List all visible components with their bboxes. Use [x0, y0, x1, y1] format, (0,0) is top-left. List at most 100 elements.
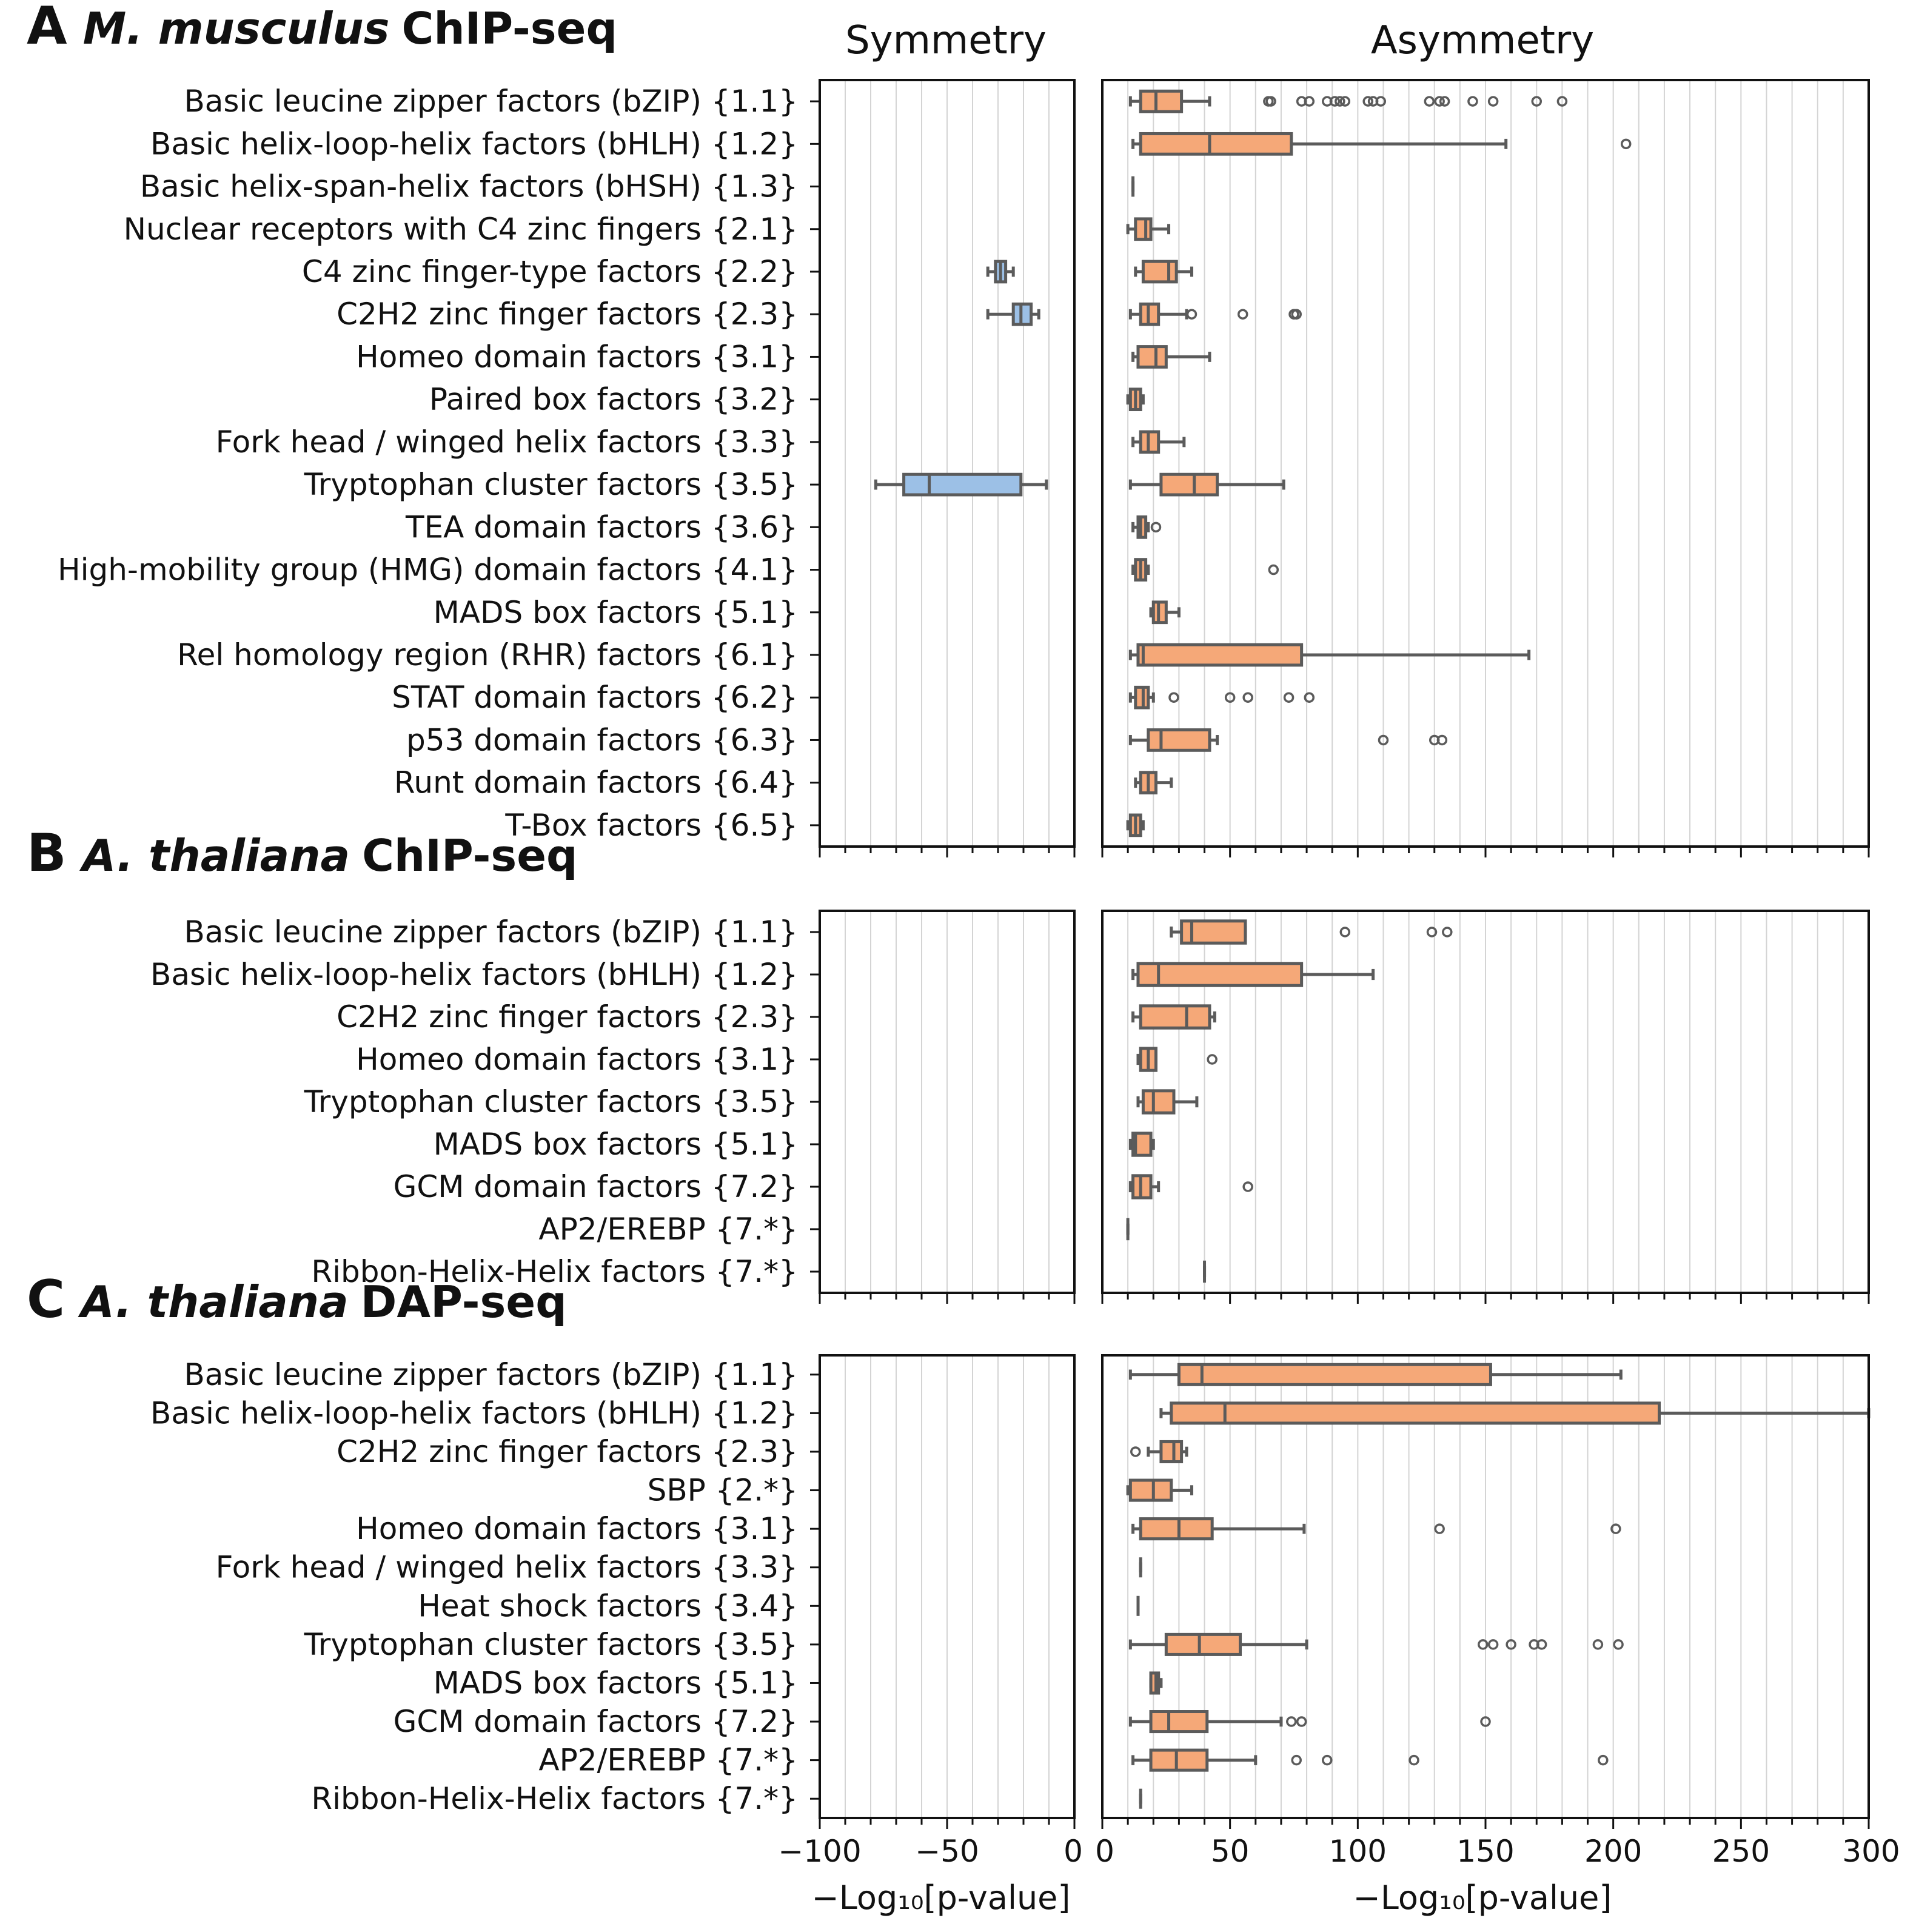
panel-c-asym-outlier — [1598, 1754, 1609, 1766]
panel-c-asym-outlier — [1286, 1716, 1297, 1727]
panel-a-asym-outlier — [1268, 564, 1279, 575]
panel-b-asym-box — [1141, 1089, 1176, 1115]
panel-c-asym-outlier — [1487, 1639, 1499, 1650]
panel-a-asym-outlier — [1329, 96, 1341, 107]
panel-b-category-label: C2H2 zinc finger factors {2.3} — [337, 999, 798, 1035]
panel-a-symmetry-frame — [819, 79, 1076, 848]
panel-c-category-label: Heat shock factors {3.4} — [418, 1588, 798, 1623]
panel-c-asym-outlier — [1592, 1639, 1604, 1650]
panel-b-asym-outlier — [1242, 1181, 1253, 1192]
panel-a-asym-outlier — [1291, 309, 1302, 320]
panel-c-category-label: GCM domain factors {7.2} — [394, 1704, 798, 1739]
panel-a-asym-outlier — [1224, 692, 1236, 703]
panel-b-asym-outlier — [1207, 1054, 1218, 1065]
panel-a-asym-outlier — [1362, 96, 1373, 107]
panel-b-asym-box — [1139, 1004, 1211, 1030]
panel-b-category-label: Homeo domain factors {3.1} — [356, 1042, 798, 1077]
panel-c-asym-outlier — [1322, 1754, 1333, 1766]
panel-c-asym-box — [1128, 1478, 1173, 1502]
panel-c-asym-box — [1149, 1710, 1209, 1734]
symmetry-x-axis-label: −Log₁₀[p-value] — [812, 1879, 1071, 1917]
panel-a-asym-outlier — [1439, 96, 1450, 107]
panel-c-asym-tick-label: 250 — [1712, 1834, 1770, 1869]
panel-a-asym-outlier — [1186, 309, 1198, 320]
panel-c-heading: C A. thaliana DAP-seq — [27, 1269, 567, 1330]
panel-c-asym-outlier — [1130, 1446, 1141, 1457]
panel-b-asym-outlier — [1442, 927, 1453, 937]
panel-a-asym-box — [1159, 472, 1219, 497]
panel-a-asym-outlier — [1620, 138, 1632, 150]
panel-a-asym-box — [1136, 345, 1168, 369]
panel-a-asym-box — [1147, 728, 1211, 752]
panel-a-asym-outlier — [1378, 734, 1389, 746]
panel-c-asymmetry-frame — [1101, 1354, 1870, 1819]
panel-c-asym-box — [1139, 1517, 1214, 1541]
panel-c-asym-outlier — [1536, 1639, 1547, 1650]
panel-a-category-label: C4 zinc finger-type factors {2.2} — [302, 254, 798, 289]
panel-c-asym-tick-label: 200 — [1584, 1834, 1642, 1869]
panel-c-category-label: Basic helix-loop-helix factors (bHLH) {1… — [150, 1395, 798, 1431]
panel-a-asym-outlier — [1237, 309, 1248, 320]
panel-b-category-label: Basic helix-loop-helix factors (bHLH) {1… — [150, 957, 798, 992]
panel-a-asym-outlier — [1467, 96, 1478, 107]
panel-b-asym-outlier — [1426, 927, 1438, 937]
panel-a-asym-outlier — [1339, 96, 1351, 107]
panel-a-category-label: TEA domain factors {3.6} — [405, 509, 798, 545]
panel-c-category-label: AP2/EREBP {7.*} — [538, 1743, 798, 1778]
panel-a-category-label: Basic helix-span-helix factors (bHSH) {1… — [140, 169, 798, 204]
panel-b-category-label: Tryptophan cluster factors {3.5} — [304, 1084, 798, 1119]
panel-b-category-label: AP2/EREBP {7.*} — [538, 1212, 798, 1247]
panel-b-asym-outlier — [1339, 927, 1351, 937]
panel-c-category-label: Homeo domain factors {3.1} — [356, 1511, 798, 1546]
panel-b-heading: B A. thaliana ChIP-seq — [27, 823, 578, 884]
panel-c-category-label: Basic leucine zipper factors (bZIP) {1.1… — [184, 1357, 798, 1392]
panel-c-asym-outlier — [1506, 1639, 1516, 1650]
panel-c-asym-box — [1177, 1363, 1492, 1386]
panel-c-sym-tick-label: 0 — [1064, 1834, 1083, 1869]
panel-a-asym-outlier — [1556, 96, 1568, 107]
panel-c-asym-box — [1159, 1440, 1184, 1463]
panel-a-asym-outlier — [1150, 522, 1162, 533]
panel-a-category-label: Paired box factors {3.2} — [429, 382, 798, 417]
panel-c-asym-outlier — [1613, 1639, 1624, 1650]
panel-c-symmetry-frame — [819, 1354, 1076, 1819]
panel-b-asym-box — [1136, 962, 1304, 987]
panel-a-heading: A M. musculus ChIP-seq — [27, 0, 617, 56]
panel-b-category-label: MADS box factors {5.1} — [434, 1127, 798, 1162]
panel-b-category-label: GCM domain factors {7.2} — [394, 1169, 798, 1204]
symmetry-column-title: Symmetry — [845, 18, 1047, 63]
panel-c-asym-outlier — [1409, 1754, 1419, 1766]
chart-panels: A M. musculus ChIP-seq Basic leucine zipper… — [27, 0, 1900, 1869]
panel-a-asym-outlier — [1304, 96, 1315, 107]
panel-c-asym-outlier — [1610, 1523, 1621, 1534]
panel-a-category-label: Nuclear receptors with C4 zinc fingers {… — [124, 212, 798, 247]
panel-c-category-label: Fork head / winged helix factors {3.3} — [216, 1550, 798, 1585]
panel-a-category-label: Runt domain factors {6.4} — [394, 765, 798, 800]
panel-b-category-label: Ribbon-Helix-Helix factors {7.*} — [311, 1254, 798, 1289]
panel-b-asymmetry-frame — [1101, 910, 1870, 1294]
panel-c-asym-tick-label: 50 — [1211, 1834, 1250, 1869]
panel-c-category-label: SBP {2.*} — [648, 1473, 798, 1508]
panel-a-asym-outlier — [1424, 96, 1435, 107]
panel-c-asym-outlier — [1291, 1754, 1302, 1766]
panel-c-sym-tick-label: −50 — [915, 1834, 979, 1869]
panel-a-category-label: Homeo domain factors {3.1} — [356, 339, 798, 374]
panel-a-asym-outlier — [1335, 96, 1345, 107]
panel-b-symmetry-frame — [819, 910, 1076, 1294]
panel-a-asym-outlier — [1531, 96, 1543, 107]
panel-a-asym-box — [1139, 89, 1184, 113]
panel-a-category-label: Basic helix-loop-helix factors (bHLH) {1… — [150, 126, 798, 161]
panel-a-sym-box — [902, 472, 1023, 497]
panel-c-asym-tick-label: 0 — [1095, 1834, 1114, 1869]
panel-a-asym-box — [1136, 643, 1304, 667]
panel-a-asym-box — [1134, 217, 1153, 241]
panel-a-asym-outlier — [1283, 692, 1295, 703]
panel-c-asym-box — [1170, 1401, 1661, 1425]
panel-a-asym-outlier — [1304, 692, 1315, 703]
panel-a-category-label: C2H2 zinc finger factors {2.3} — [337, 297, 798, 332]
panel-c-asym-box — [1149, 1748, 1209, 1772]
panel-a-asym-box — [1139, 132, 1293, 156]
panel-a-asym-outlier — [1375, 96, 1387, 107]
panel-a-asym-outlier — [1487, 96, 1499, 107]
panel-a-asym-outlier — [1265, 96, 1276, 107]
